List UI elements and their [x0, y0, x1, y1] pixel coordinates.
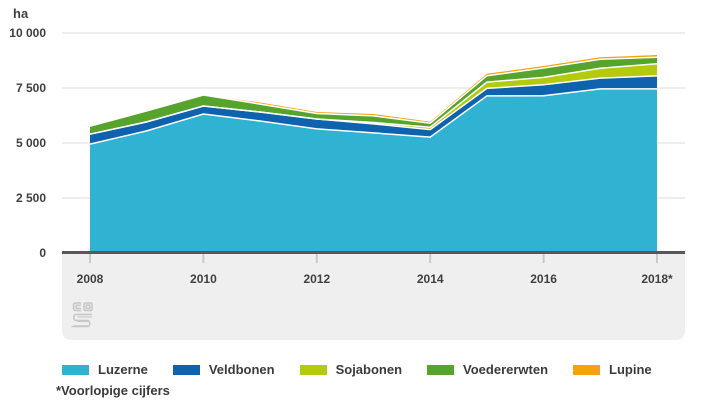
y-tick-label-7500: 7 500: [16, 81, 46, 95]
legend: Luzerne Veldbonen Sojabonen Voedererwten…: [62, 362, 652, 378]
footnote-provisional-figures: *Voorlopige cijfers: [56, 383, 170, 398]
legend-label-lupine: Lupine: [609, 362, 652, 377]
legend-label-veldbonen: Veldbonen: [208, 362, 275, 377]
legend-swatch-lupine: [573, 365, 601, 375]
y-tick-label-10000: 10 000: [9, 26, 46, 40]
x-tick-label-2018: 2018*: [641, 272, 673, 286]
x-tick-label-2010: 2010: [190, 272, 217, 286]
x-tick-label-2008: 2008: [77, 272, 104, 286]
y-tick-label-2500: 2 500: [16, 191, 46, 205]
legend-swatch-luzerne: [62, 365, 89, 375]
legend-item-voedererwten[interactable]: Voedererwten: [427, 362, 548, 378]
legend-item-luzerne[interactable]: Luzerne: [62, 362, 148, 378]
x-axis-line: [62, 251, 685, 254]
legend-swatch-voedererwten: [427, 365, 455, 375]
y-tick-label-5000: 5 000: [16, 136, 46, 150]
legend-swatch-sojabonen: [299, 365, 327, 375]
x-axis-ticks: [89, 254, 658, 263]
legend-item-veldbonen[interactable]: Veldbonen: [172, 362, 275, 378]
x-tick-label-2016: 2016: [530, 272, 557, 286]
stacked-area-chart: ha 0 2 500 5 000 7 500 10 000 2008 2010 …: [9, 6, 685, 340]
legend-swatch-veldbonen: [172, 365, 200, 375]
separator-above-sojabonen: [89, 63, 658, 135]
legend-label-luzerne: Luzerne: [98, 362, 148, 377]
area-luzerne[interactable]: [90, 88, 657, 254]
x-axis-labels: 2008 2010 2012 2014 2016 2018*: [77, 272, 673, 286]
separator-above-luzerne: [89, 88, 657, 145]
series-separators: [89, 56, 658, 145]
y-tick-label-0: 0: [39, 246, 46, 260]
area-series-group[interactable]: [90, 55, 657, 254]
y-axis-unit-label: ha: [13, 6, 29, 21]
cbs-logo-icon: [71, 302, 93, 328]
y-axis-labels: 0 2 500 5 000 7 500 10 000: [9, 26, 46, 260]
x-tick-label-2012: 2012: [303, 272, 330, 286]
x-axis-panel: [62, 254, 685, 340]
legend-label-voedererwten: Voedererwten: [463, 362, 549, 377]
x-tick-label-2014: 2014: [417, 272, 444, 286]
legend-label-sojabonen: Sojabonen: [335, 362, 403, 377]
legend-item-lupine[interactable]: Lupine: [573, 362, 652, 378]
legend-item-sojabonen[interactable]: Sojabonen: [299, 362, 403, 378]
separator-above-voedererwten: [89, 56, 658, 127]
